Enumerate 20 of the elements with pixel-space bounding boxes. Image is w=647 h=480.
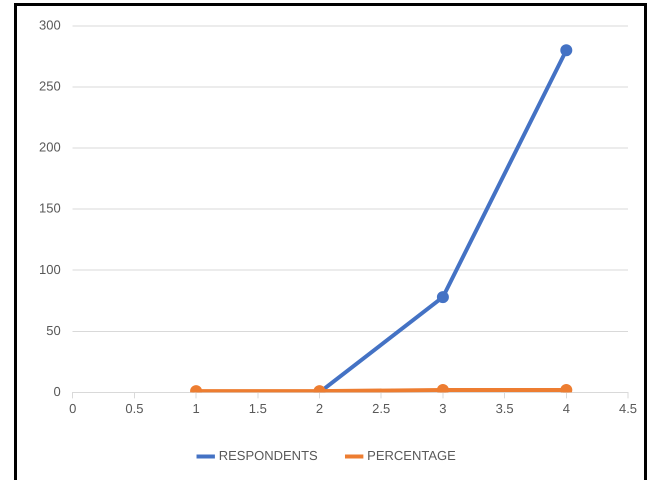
y-tick-label: 0: [53, 384, 61, 399]
x-tick-label: 2.5: [372, 400, 390, 416]
point: [560, 44, 572, 56]
x-tick-label: 2: [316, 400, 324, 416]
x-tick-label: 3: [439, 400, 447, 416]
y-tick-label: 100: [38, 262, 61, 277]
x-tick-label: 4: [562, 400, 570, 416]
legend-label: PERCENTAGE: [367, 448, 456, 464]
x-tick-label: 3.5: [496, 400, 514, 416]
y-tick-label: 200: [38, 140, 61, 155]
x-tick-label: 0.5: [125, 400, 144, 416]
y-tick-label: 250: [38, 78, 61, 94]
x-tick-label: 1: [192, 400, 200, 416]
y-tick-label: 50: [46, 322, 61, 338]
legend-label: RESPONDENTS: [218, 448, 318, 464]
y-tick-label: 150: [38, 200, 61, 216]
x-tick-label: 4.5: [618, 400, 638, 416]
y-tick-label: 300: [38, 17, 61, 32]
x-tick-label: 0: [69, 400, 76, 416]
x-tick-label: 1.5: [248, 400, 267, 416]
